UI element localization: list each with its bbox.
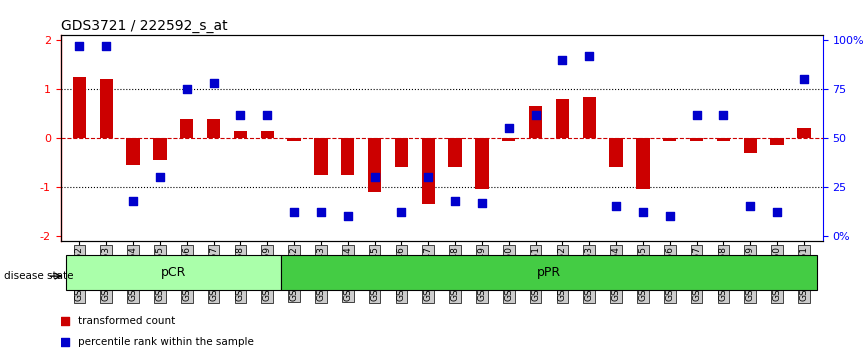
Bar <box>502 138 515 141</box>
Bar <box>449 138 462 167</box>
Bar <box>234 131 247 138</box>
Text: percentile rank within the sample: percentile rank within the sample <box>78 337 254 347</box>
Text: pPR: pPR <box>537 266 561 279</box>
Point <box>475 200 488 205</box>
Bar <box>126 138 139 165</box>
Point <box>797 76 811 82</box>
Point <box>716 112 730 118</box>
Point <box>582 53 596 59</box>
Text: transformed count: transformed count <box>78 316 175 326</box>
Point <box>422 174 436 180</box>
Bar <box>798 128 811 138</box>
Bar <box>341 138 354 175</box>
Point <box>261 112 275 118</box>
Point <box>73 43 87 49</box>
FancyBboxPatch shape <box>281 255 818 290</box>
Bar <box>368 138 381 192</box>
Point <box>126 198 140 204</box>
Text: disease state: disease state <box>4 271 74 281</box>
Point <box>368 174 382 180</box>
Bar <box>153 138 166 160</box>
Point <box>555 57 569 63</box>
Bar <box>73 77 86 138</box>
Point <box>662 213 676 219</box>
Bar <box>771 138 784 145</box>
Point <box>395 210 409 215</box>
Bar <box>583 97 596 138</box>
Point <box>609 204 623 209</box>
Point <box>770 210 784 215</box>
Point <box>180 86 194 92</box>
Point <box>207 80 221 86</box>
Point <box>501 125 515 131</box>
Bar <box>395 138 408 167</box>
Point <box>636 210 650 215</box>
FancyBboxPatch shape <box>66 255 281 290</box>
Bar <box>529 106 542 138</box>
Text: GDS3721 / 222592_s_at: GDS3721 / 222592_s_at <box>61 19 227 33</box>
Bar <box>690 138 703 141</box>
Bar <box>261 131 274 138</box>
Point <box>314 210 328 215</box>
Bar <box>717 138 730 141</box>
Bar <box>288 138 301 141</box>
Text: pCR: pCR <box>160 266 186 279</box>
Point <box>309 56 323 62</box>
Bar <box>663 138 676 141</box>
Point <box>234 112 248 118</box>
Bar <box>556 99 569 138</box>
Point <box>689 112 703 118</box>
Point <box>153 174 167 180</box>
Point <box>309 249 323 255</box>
Bar <box>422 138 435 204</box>
Bar <box>314 138 327 175</box>
Point <box>341 213 355 219</box>
Bar <box>100 79 113 138</box>
Bar <box>180 119 193 138</box>
Point <box>448 198 462 204</box>
Bar <box>637 138 650 189</box>
Bar <box>207 119 220 138</box>
Bar <box>475 138 488 189</box>
Point <box>288 210 301 215</box>
Point <box>743 204 757 209</box>
Bar <box>610 138 623 167</box>
Point <box>100 43 113 49</box>
Bar <box>744 138 757 153</box>
Point <box>528 112 542 118</box>
